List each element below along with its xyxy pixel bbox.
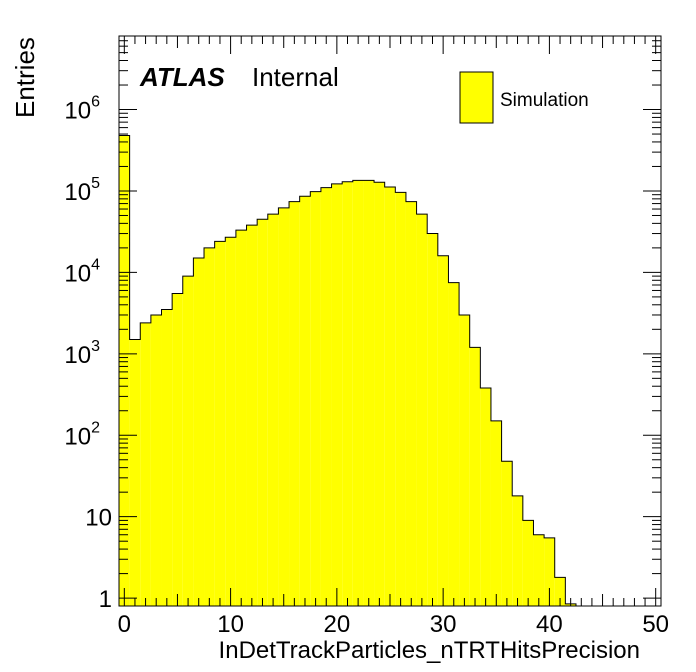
x-axis-ticks bbox=[123, 36, 657, 606]
histogram-bin bbox=[427, 233, 438, 607]
y-tick-label: 1 bbox=[99, 586, 112, 613]
histogram-bin bbox=[225, 237, 236, 606]
histogram-bin bbox=[119, 135, 130, 606]
histogram-bin bbox=[182, 276, 194, 606]
histogram-bin bbox=[533, 534, 545, 606]
histogram-bin bbox=[172, 293, 183, 606]
histogram-bin bbox=[267, 214, 279, 606]
histogram-bin bbox=[193, 258, 205, 606]
histogram-bin bbox=[554, 577, 566, 606]
x-tick-label: 40 bbox=[536, 611, 563, 638]
histogram-bin bbox=[278, 207, 290, 606]
y-tick-label: 102 bbox=[64, 419, 100, 450]
x-tick-label: 0 bbox=[118, 611, 131, 638]
histogram-bin bbox=[480, 388, 491, 606]
y-tick-label: 106 bbox=[64, 94, 100, 125]
histogram-bin bbox=[161, 309, 173, 606]
histogram-bin bbox=[235, 230, 247, 607]
y-tick-label: 105 bbox=[64, 175, 100, 206]
histogram-bin bbox=[320, 187, 332, 607]
histogram-bin bbox=[310, 191, 321, 606]
y-tick-label: 10 bbox=[85, 505, 112, 532]
histogram-bars bbox=[118, 134, 577, 607]
histogram-bin bbox=[257, 219, 268, 606]
histogram-bin bbox=[363, 180, 375, 606]
y-tick-label: 104 bbox=[64, 256, 100, 287]
legend-entry: Simulation bbox=[500, 90, 589, 111]
histogram-bin bbox=[490, 420, 502, 606]
y-axis-label: Entries bbox=[10, 37, 40, 118]
histogram-bin bbox=[437, 255, 449, 607]
legend-swatch bbox=[459, 71, 494, 124]
histogram-bin bbox=[140, 322, 151, 606]
histogram-bin bbox=[150, 314, 162, 606]
histogram-bin bbox=[416, 214, 428, 606]
legend: Simulation bbox=[459, 71, 589, 124]
x-tick-label: 10 bbox=[217, 611, 244, 638]
histogram-bin bbox=[512, 495, 523, 606]
x-axis-tick-labels: 0 10 20 30 40 50 bbox=[118, 611, 669, 638]
atlas-label: ATLAS bbox=[139, 62, 225, 92]
histogram-bin bbox=[522, 520, 534, 606]
histogram-bin bbox=[459, 314, 470, 606]
y-tick-label: 103 bbox=[64, 338, 100, 369]
histogram-bin bbox=[342, 181, 353, 606]
histogram-bin bbox=[214, 241, 226, 606]
histogram-bin bbox=[448, 282, 460, 606]
histogram-bin bbox=[204, 247, 215, 607]
histogram-outline bbox=[118, 134, 577, 606]
histogram-bin bbox=[289, 201, 300, 606]
x-axis-label: InDetTrackParticles_nTRTHitsPrecision bbox=[219, 637, 640, 664]
histogram-bin bbox=[544, 537, 555, 606]
x-tick-label: 20 bbox=[324, 611, 351, 638]
internal-label: Internal bbox=[252, 62, 339, 92]
histogram-bin bbox=[395, 192, 406, 606]
histogram-bin bbox=[405, 201, 417, 606]
histogram-bin bbox=[246, 225, 258, 606]
y-axis-ticks bbox=[119, 35, 661, 599]
histogram-bin bbox=[469, 347, 481, 606]
x-tick-label: 50 bbox=[642, 611, 669, 638]
x-tick-label: 30 bbox=[430, 611, 457, 638]
histogram-bin bbox=[374, 182, 385, 606]
y-axis-tick-labels: 1 10 102 103 104 105 106 bbox=[64, 94, 112, 614]
histogram-bin bbox=[299, 196, 311, 606]
histogram-bin bbox=[129, 339, 141, 606]
histogram-bin bbox=[352, 180, 364, 606]
histogram-bin bbox=[501, 461, 513, 606]
histogram-bin bbox=[331, 183, 343, 606]
histogram-bin bbox=[384, 186, 396, 607]
